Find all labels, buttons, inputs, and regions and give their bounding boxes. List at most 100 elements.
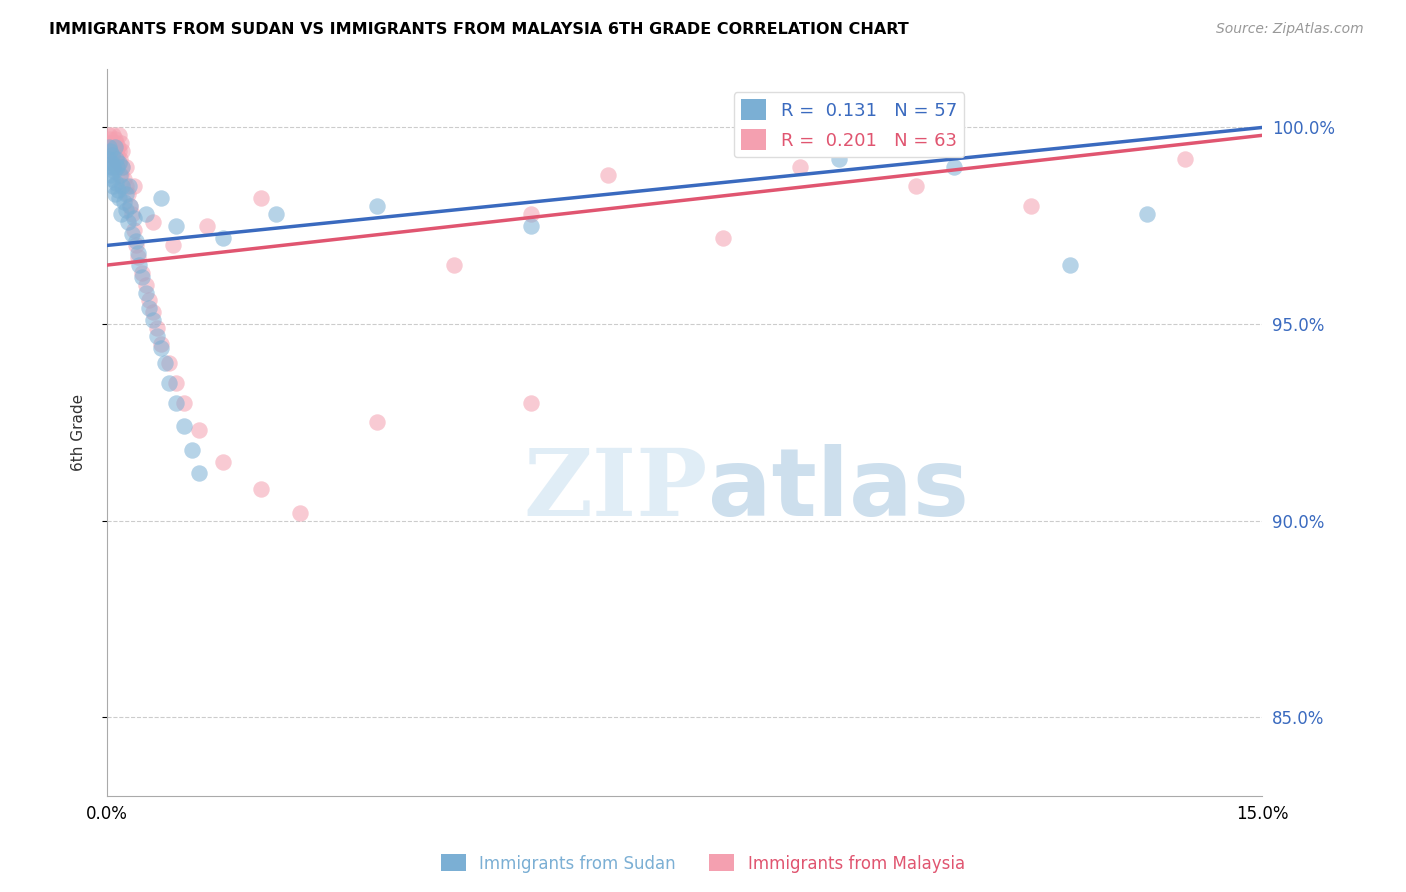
- Point: [149, 336, 172, 351]
- Point: [111, 160, 134, 174]
- Point: [108, 152, 131, 166]
- Point: [104, 152, 127, 166]
- Point: [162, 238, 184, 252]
- Point: [142, 215, 165, 229]
- Point: [100, 168, 122, 182]
- Point: [107, 128, 129, 143]
- Point: [711, 230, 734, 244]
- Point: [1135, 207, 1157, 221]
- Point: [114, 202, 136, 217]
- Point: [103, 160, 125, 174]
- Point: [121, 227, 143, 241]
- Point: [104, 144, 127, 158]
- Point: [127, 250, 149, 264]
- Point: [104, 187, 127, 202]
- Point: [125, 235, 148, 249]
- Point: [98, 132, 121, 146]
- Point: [110, 207, 132, 221]
- Point: [103, 140, 125, 154]
- Point: [138, 293, 160, 308]
- Point: [943, 160, 966, 174]
- Point: [101, 148, 124, 162]
- Point: [146, 328, 169, 343]
- Text: IMMIGRANTS FROM SUDAN VS IMMIGRANTS FROM MALAYSIA 6TH GRADE CORRELATION CHART: IMMIGRANTS FROM SUDAN VS IMMIGRANTS FROM…: [49, 22, 908, 37]
- Point: [827, 152, 849, 166]
- Point: [98, 152, 121, 166]
- Point: [117, 215, 139, 229]
- Point: [108, 191, 131, 205]
- Point: [149, 341, 172, 355]
- Point: [104, 152, 127, 166]
- Point: [103, 179, 125, 194]
- Point: [103, 148, 125, 162]
- Point: [173, 395, 195, 409]
- Point: [149, 191, 172, 205]
- Point: [97, 128, 120, 143]
- Point: [1174, 152, 1197, 166]
- Point: [519, 219, 541, 233]
- Point: [112, 171, 135, 186]
- Point: [131, 266, 153, 280]
- Point: [111, 179, 134, 194]
- Point: [100, 160, 122, 174]
- Point: [122, 211, 145, 225]
- Point: [105, 160, 128, 174]
- Point: [98, 144, 121, 158]
- Point: [101, 156, 124, 170]
- Point: [165, 219, 187, 233]
- Point: [110, 136, 132, 151]
- Point: [135, 285, 157, 300]
- Point: [120, 199, 142, 213]
- Point: [188, 467, 211, 481]
- Point: [195, 219, 218, 233]
- Point: [180, 442, 202, 457]
- Point: [105, 176, 128, 190]
- Point: [157, 376, 180, 390]
- Point: [135, 207, 157, 221]
- Point: [101, 171, 124, 186]
- Point: [153, 356, 176, 370]
- Point: [107, 140, 129, 154]
- Point: [443, 258, 465, 272]
- Point: [105, 160, 128, 174]
- Point: [165, 395, 187, 409]
- Point: [115, 187, 138, 202]
- Text: Source: ZipAtlas.com: Source: ZipAtlas.com: [1216, 22, 1364, 37]
- Point: [211, 455, 233, 469]
- Point: [519, 395, 541, 409]
- Point: [112, 195, 135, 210]
- Point: [107, 156, 129, 170]
- Point: [100, 156, 122, 170]
- Point: [1059, 258, 1081, 272]
- Point: [98, 136, 121, 151]
- Point: [121, 207, 143, 221]
- Point: [107, 183, 129, 197]
- Point: [114, 179, 136, 194]
- Legend: R =  0.131   N = 57, R =  0.201   N = 63: R = 0.131 N = 57, R = 0.201 N = 63: [734, 92, 965, 157]
- Point: [111, 160, 134, 174]
- Point: [100, 144, 122, 158]
- Point: [142, 305, 165, 319]
- Point: [188, 423, 211, 437]
- Text: atlas: atlas: [707, 444, 969, 536]
- Point: [250, 191, 273, 205]
- Point: [117, 179, 139, 194]
- Point: [125, 238, 148, 252]
- Point: [97, 140, 120, 154]
- Text: ZIP: ZIP: [523, 445, 707, 535]
- Point: [110, 168, 132, 182]
- Point: [103, 163, 125, 178]
- Point: [1019, 199, 1042, 213]
- Point: [288, 506, 311, 520]
- Point: [146, 321, 169, 335]
- Point: [122, 223, 145, 237]
- Point: [165, 376, 187, 390]
- Point: [142, 313, 165, 327]
- Point: [100, 148, 122, 162]
- Point: [135, 277, 157, 292]
- Point: [104, 132, 127, 146]
- Point: [100, 140, 122, 154]
- Point: [105, 148, 128, 162]
- Point: [173, 419, 195, 434]
- Point: [115, 160, 138, 174]
